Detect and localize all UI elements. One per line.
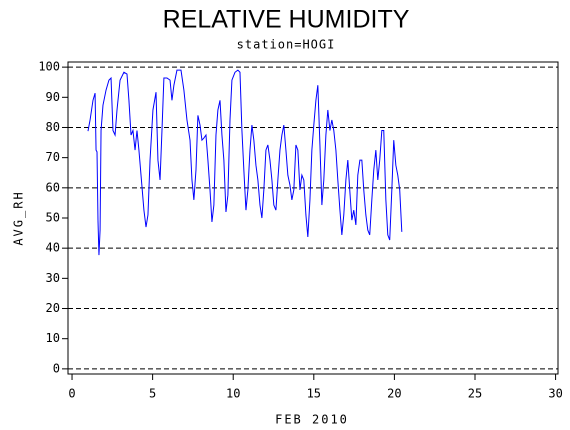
chart-subtitle: station=HOGI xyxy=(237,38,336,52)
y-tick-label: 80 xyxy=(46,120,60,134)
data-line xyxy=(87,69,403,256)
y-tick-label: 30 xyxy=(46,271,60,285)
chart-title: RELATIVE HUMIDITY xyxy=(163,6,410,34)
x-tick-label: 10 xyxy=(226,387,240,401)
x-axis-label: FEB 2010 xyxy=(275,413,349,427)
y-tick-label: 40 xyxy=(46,241,60,255)
x-tick-label: 25 xyxy=(468,387,482,401)
x-tick-label: 30 xyxy=(548,387,562,401)
y-tick-label: 70 xyxy=(46,150,60,164)
y-tick-label: 0 xyxy=(53,361,60,375)
x-tick-label: 20 xyxy=(387,387,401,401)
y-tick-label: 60 xyxy=(46,180,60,194)
x-tick-label: 15 xyxy=(307,387,321,401)
x-tick-label: 5 xyxy=(149,387,156,401)
y-tick-label: 100 xyxy=(38,60,60,74)
x-tick-label: 0 xyxy=(68,387,75,401)
y-tick-label: 90 xyxy=(46,90,60,104)
plot-frame xyxy=(67,61,559,375)
y-tick-label: 10 xyxy=(46,331,60,345)
y-axis-label: AVG_RH xyxy=(12,190,26,245)
y-tick-label: 50 xyxy=(46,211,60,225)
y-tick-label: 20 xyxy=(46,301,60,315)
